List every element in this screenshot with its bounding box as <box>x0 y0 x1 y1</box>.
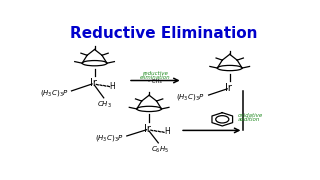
Text: $(H_3C)_3P$: $(H_3C)_3P$ <box>41 88 69 98</box>
Text: reductive: reductive <box>142 71 168 76</box>
Text: $C_6H_5$: $C_6H_5$ <box>151 145 169 155</box>
Text: Ir: Ir <box>144 124 151 134</box>
Text: Ir: Ir <box>90 78 97 88</box>
Text: H: H <box>164 127 170 136</box>
Text: H: H <box>109 82 115 91</box>
Text: $CH_3$: $CH_3$ <box>97 100 112 110</box>
Text: elimination: elimination <box>140 75 171 80</box>
Text: $(H_3C)_3P$: $(H_3C)_3P$ <box>94 133 123 143</box>
Text: Reductive Elimination: Reductive Elimination <box>70 26 258 41</box>
Text: $(H_3C)_3P$: $(H_3C)_3P$ <box>176 92 205 102</box>
Text: - CH₄: - CH₄ <box>148 79 162 84</box>
Text: addition: addition <box>238 117 260 122</box>
Text: Ir: Ir <box>225 83 232 93</box>
Text: oxidative: oxidative <box>238 113 263 118</box>
